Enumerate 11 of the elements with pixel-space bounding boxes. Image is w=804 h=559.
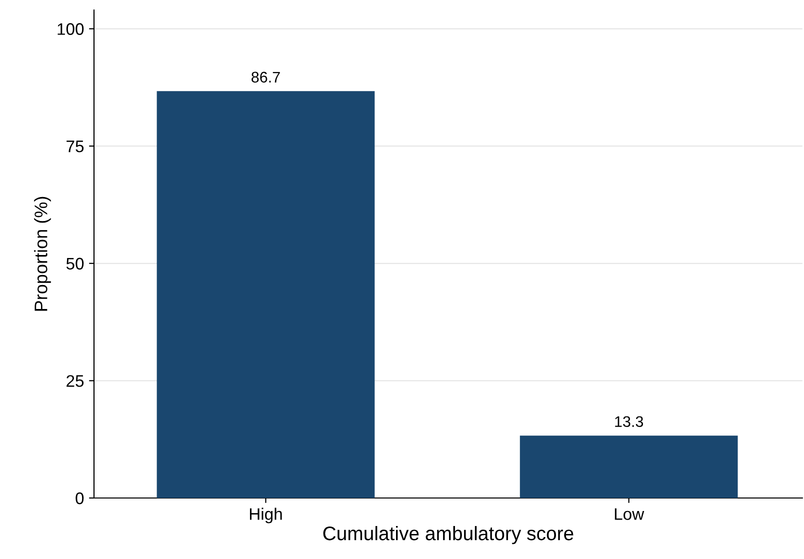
y-axis-title: Proportion (%): [34, 196, 51, 311]
y-tick-label: 0: [76, 492, 84, 504]
y-tick-label: 100: [58, 23, 84, 35]
x-axis-title: Cumulative ambulatory score: [323, 526, 574, 544]
x-tick-label: High: [250, 508, 282, 524]
y-tick-label: 75: [66, 140, 84, 152]
data-label: 86.7: [252, 72, 280, 83]
x-tick-label: Low: [614, 508, 644, 520]
y-tick-label: 50: [66, 258, 84, 270]
y-tick-label: 25: [66, 375, 84, 387]
data-label: 13.3: [615, 416, 644, 428]
